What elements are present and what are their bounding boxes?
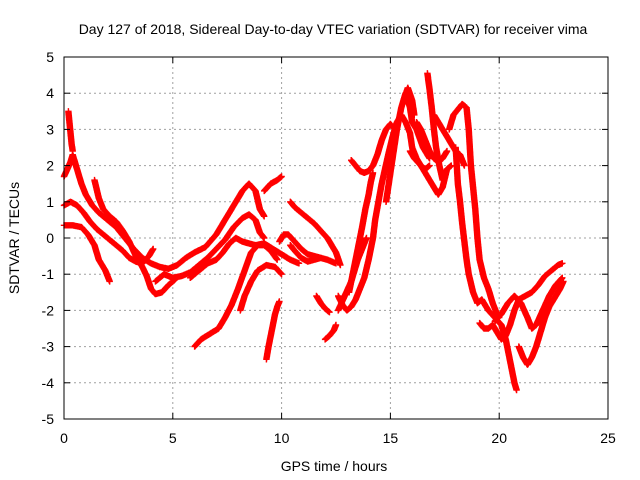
y-tick-label: -5 (42, 411, 55, 427)
plus-markers (313, 292, 333, 316)
plus-markers (400, 84, 418, 119)
series-arc-a-spike (65, 108, 76, 155)
series-arc-o (321, 321, 340, 343)
x-tick-label: 10 (274, 430, 290, 446)
plus-markers (446, 100, 503, 321)
x-tick-labels: 0 5 10 15 20 25 (60, 430, 616, 446)
y-tick-label: 2 (46, 158, 54, 174)
series-arc-l (287, 242, 324, 265)
series-arc-e (152, 211, 268, 285)
data-marks (60, 70, 567, 394)
series-arc-z (446, 100, 503, 321)
series-arc-ab (476, 260, 566, 343)
y-tick-label: -4 (42, 375, 55, 391)
y-tick-label: 0 (46, 230, 54, 246)
y-axis-label: SDTVAR / TECUs (6, 182, 22, 294)
plus-markers (191, 242, 281, 350)
x-tick-label: 20 (491, 430, 507, 446)
y-tick-labels: -5 -4 -3 -2 -1 0 1 2 3 4 5 (42, 49, 55, 427)
plus-markers (263, 298, 283, 363)
chart-title: Day 127 of 2018, Sidereal Day-to-day VTE… (79, 21, 588, 37)
series-arc-x (424, 70, 446, 184)
plus-markers (424, 70, 446, 184)
series-arc-m (287, 198, 344, 269)
plus-markers (60, 151, 268, 272)
series-arc-ac (491, 274, 566, 332)
x-tick-label: 25 (600, 430, 616, 446)
plus-markers (287, 242, 324, 265)
plus-markers (382, 90, 433, 205)
x-tick-label: 5 (169, 430, 177, 446)
plus-markers (261, 173, 285, 195)
plus-markers (321, 321, 340, 343)
plus-markers (60, 222, 113, 285)
series-arc-i (263, 298, 283, 363)
series-arc-n (313, 292, 333, 316)
plus-markers (91, 176, 179, 298)
series-arc-s (348, 120, 398, 176)
y-tick-label: 4 (46, 85, 54, 101)
grid-lines (64, 57, 608, 419)
y-tick-label: -1 (42, 266, 55, 282)
plus-markers (152, 211, 268, 285)
plus-markers (476, 260, 566, 343)
y-tick-label: 1 (46, 194, 54, 210)
series-arc-ad (515, 278, 567, 368)
plus-markers (452, 144, 520, 394)
series-arc-u (400, 84, 418, 119)
series-arc-d (91, 176, 179, 298)
plus-markers (406, 147, 455, 198)
series-arc-r (345, 169, 377, 296)
plus-markers (348, 120, 398, 176)
plus-markers (237, 261, 285, 314)
plus-markers (287, 198, 344, 269)
series-arc-j (261, 173, 285, 195)
series-arc-c (60, 222, 113, 285)
series-arc-aa (452, 144, 520, 394)
y-tick-label: -2 (42, 302, 55, 318)
series-arc-t (382, 90, 433, 205)
y-tick-label: 3 (46, 121, 54, 137)
series-arc-g (191, 242, 281, 350)
y-tick-label: -3 (42, 339, 55, 355)
plus-markers (515, 278, 567, 368)
x-tick-label: 0 (60, 430, 68, 446)
plus-markers (345, 169, 377, 296)
plus-markers (491, 274, 566, 332)
series-arc-a (60, 151, 268, 272)
series-arc-h (237, 261, 285, 314)
y-tick-label: 5 (46, 49, 54, 65)
series-arc-v (406, 147, 455, 198)
x-axis-label: GPS time / hours (281, 458, 388, 474)
plus-markers (65, 108, 76, 155)
axis-ticks (63, 56, 609, 420)
x-tick-label: 15 (383, 430, 399, 446)
